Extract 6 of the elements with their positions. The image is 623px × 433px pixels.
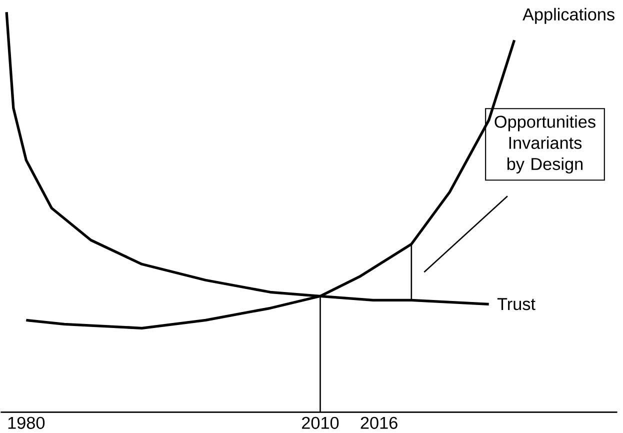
x-tick-label: 2016: [360, 416, 398, 429]
series-label: Applications: [522, 8, 614, 24]
series-label: Trust: [497, 298, 536, 310]
annotation: Opportunities Invariants by Design: [494, 115, 596, 174]
x-tick-label: 2010: [302, 416, 339, 429]
x-tick-label: 1980: [8, 416, 45, 429]
